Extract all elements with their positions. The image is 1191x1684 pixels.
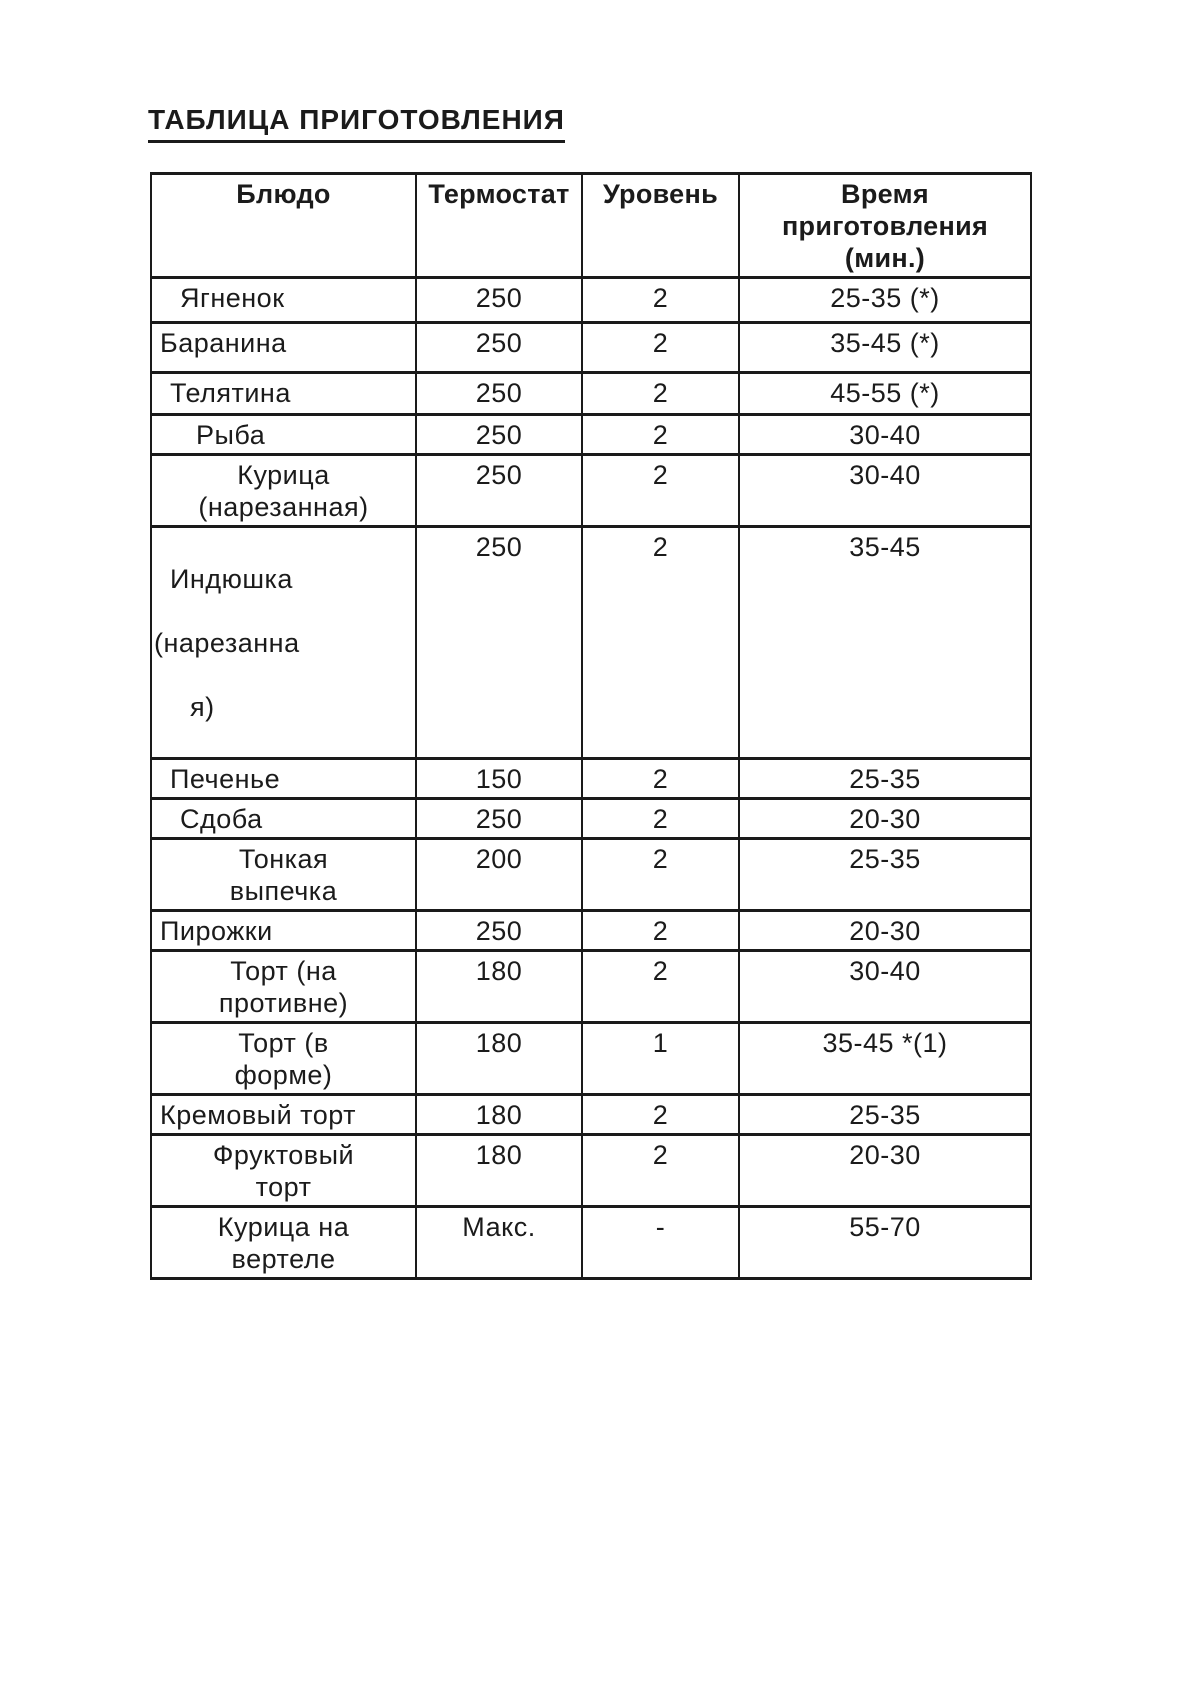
thermostat-cell: Макс. <box>415 1205 583 1280</box>
thermostat-cell: 180 <box>415 1093 583 1136</box>
level-cell: 2 <box>581 797 740 840</box>
table-row: Пирожки 250 2 20-30 <box>150 909 1032 952</box>
thermostat-cell: 250 <box>415 371 583 416</box>
header-dish: Блюдо <box>150 172 417 279</box>
level-cell: - <box>581 1205 740 1280</box>
thermostat-cell: 250 <box>415 797 583 840</box>
level-cell: 2 <box>581 757 740 800</box>
dish-cell: Кремовый торт <box>150 1093 417 1136</box>
page-title: ТАБЛИЦА ПРИГОТОВЛЕНИЯ <box>148 104 565 143</box>
dish-line: (нарезанна <box>154 628 300 658</box>
time-cell: 25-35 <box>738 837 1032 912</box>
table-row: Телятина 250 2 45-55 (*) <box>150 371 1032 416</box>
thermostat-cell: 250 <box>415 453 583 528</box>
level-cell: 2 <box>581 949 740 1024</box>
thermostat-cell: 180 <box>415 1021 583 1096</box>
dish-cell: Торт (на противне) <box>150 949 417 1024</box>
level-cell: 2 <box>581 453 740 528</box>
header-thermostat: Термостат <box>415 172 583 279</box>
time-cell: 25-35 <box>738 1093 1032 1136</box>
dish-cell: Торт (в форме) <box>150 1021 417 1096</box>
level-cell: 1 <box>581 1021 740 1096</box>
table-row: Печенье 150 2 25-35 <box>150 757 1032 800</box>
dish-cell: Тонкая выпечка <box>150 837 417 912</box>
time-cell: 25-35 <box>738 757 1032 800</box>
time-cell: 30-40 <box>738 453 1032 528</box>
dish-cell: Курица на вертеле <box>150 1205 417 1280</box>
table-row: Баранина 250 2 35-45 (*) <box>150 321 1032 374</box>
dish-cell: Пирожки <box>150 909 417 952</box>
table-row: Кремовый торт 180 2 25-35 <box>150 1093 1032 1136</box>
dish-line: я) <box>190 692 215 722</box>
header-level: Уровень <box>581 172 740 279</box>
thermostat-cell: 200 <box>415 837 583 912</box>
time-cell: 35-45 *(1) <box>738 1021 1032 1096</box>
thermostat-cell: 250 <box>415 276 583 324</box>
table-row: Индюшка (нарезанна я) 250 2 35-45 <box>150 525 1032 760</box>
level-cell: 2 <box>581 525 740 760</box>
dish-cell: Фруктовый торт <box>150 1133 417 1208</box>
level-cell: 2 <box>581 371 740 416</box>
dish-cell: Рыба <box>150 413 417 456</box>
time-cell: 30-40 <box>738 413 1032 456</box>
time-cell: 35-45 (*) <box>738 321 1032 374</box>
thermostat-cell: 150 <box>415 757 583 800</box>
level-cell: 2 <box>581 321 740 374</box>
dish-cell: Ягненок <box>150 276 417 324</box>
header-time: Время приготовления (мин.) <box>738 172 1032 279</box>
level-cell: 2 <box>581 413 740 456</box>
table-row: Курица на вертеле Макс. - 55-70 <box>150 1205 1032 1280</box>
time-cell: 25-35 (*) <box>738 276 1032 324</box>
level-cell: 2 <box>581 1093 740 1136</box>
table-row: Фруктовый торт 180 2 20-30 <box>150 1133 1032 1208</box>
table-row: Ягненок 250 2 25-35 (*) <box>150 276 1032 324</box>
time-cell: 35-45 <box>738 525 1032 760</box>
thermostat-cell: 250 <box>415 909 583 952</box>
thermostat-cell: 250 <box>415 413 583 456</box>
dish-cell: Индюшка (нарезанна я) <box>150 525 417 760</box>
table-row: Тонкая выпечка 200 2 25-35 <box>150 837 1032 912</box>
level-cell: 2 <box>581 909 740 952</box>
time-cell: 55-70 <box>738 1205 1032 1280</box>
table-row: Торт (на противне) 180 2 30-40 <box>150 949 1032 1024</box>
dish-cell: Печенье <box>150 757 417 800</box>
table-row: Торт (в форме) 180 1 35-45 *(1) <box>150 1021 1032 1096</box>
table-row: Курица (нарезанная) 250 2 30-40 <box>150 453 1032 528</box>
dish-cell: Сдоба <box>150 797 417 840</box>
time-cell: 45-55 (*) <box>738 371 1032 416</box>
time-cell: 30-40 <box>738 949 1032 1024</box>
time-cell: 20-30 <box>738 909 1032 952</box>
time-cell: 20-30 <box>738 1133 1032 1208</box>
table-header-row: Блюдо Термостат Уровень Время приготовле… <box>150 172 1032 279</box>
thermostat-cell: 250 <box>415 525 583 760</box>
level-cell: 2 <box>581 276 740 324</box>
dish-cell: Курица (нарезанная) <box>150 453 417 528</box>
table-row: Рыба 250 2 30-40 <box>150 413 1032 456</box>
dish-line: Индюшка <box>170 564 293 594</box>
thermostat-cell: 250 <box>415 321 583 374</box>
thermostat-cell: 180 <box>415 1133 583 1208</box>
dish-cell: Баранина <box>150 321 417 374</box>
time-cell: 20-30 <box>738 797 1032 840</box>
dish-cell: Телятина <box>150 371 417 416</box>
table-row: Сдоба 250 2 20-30 <box>150 797 1032 840</box>
cooking-table: Блюдо Термостат Уровень Время приготовле… <box>150 172 1032 1280</box>
level-cell: 2 <box>581 837 740 912</box>
thermostat-cell: 180 <box>415 949 583 1024</box>
level-cell: 2 <box>581 1133 740 1208</box>
